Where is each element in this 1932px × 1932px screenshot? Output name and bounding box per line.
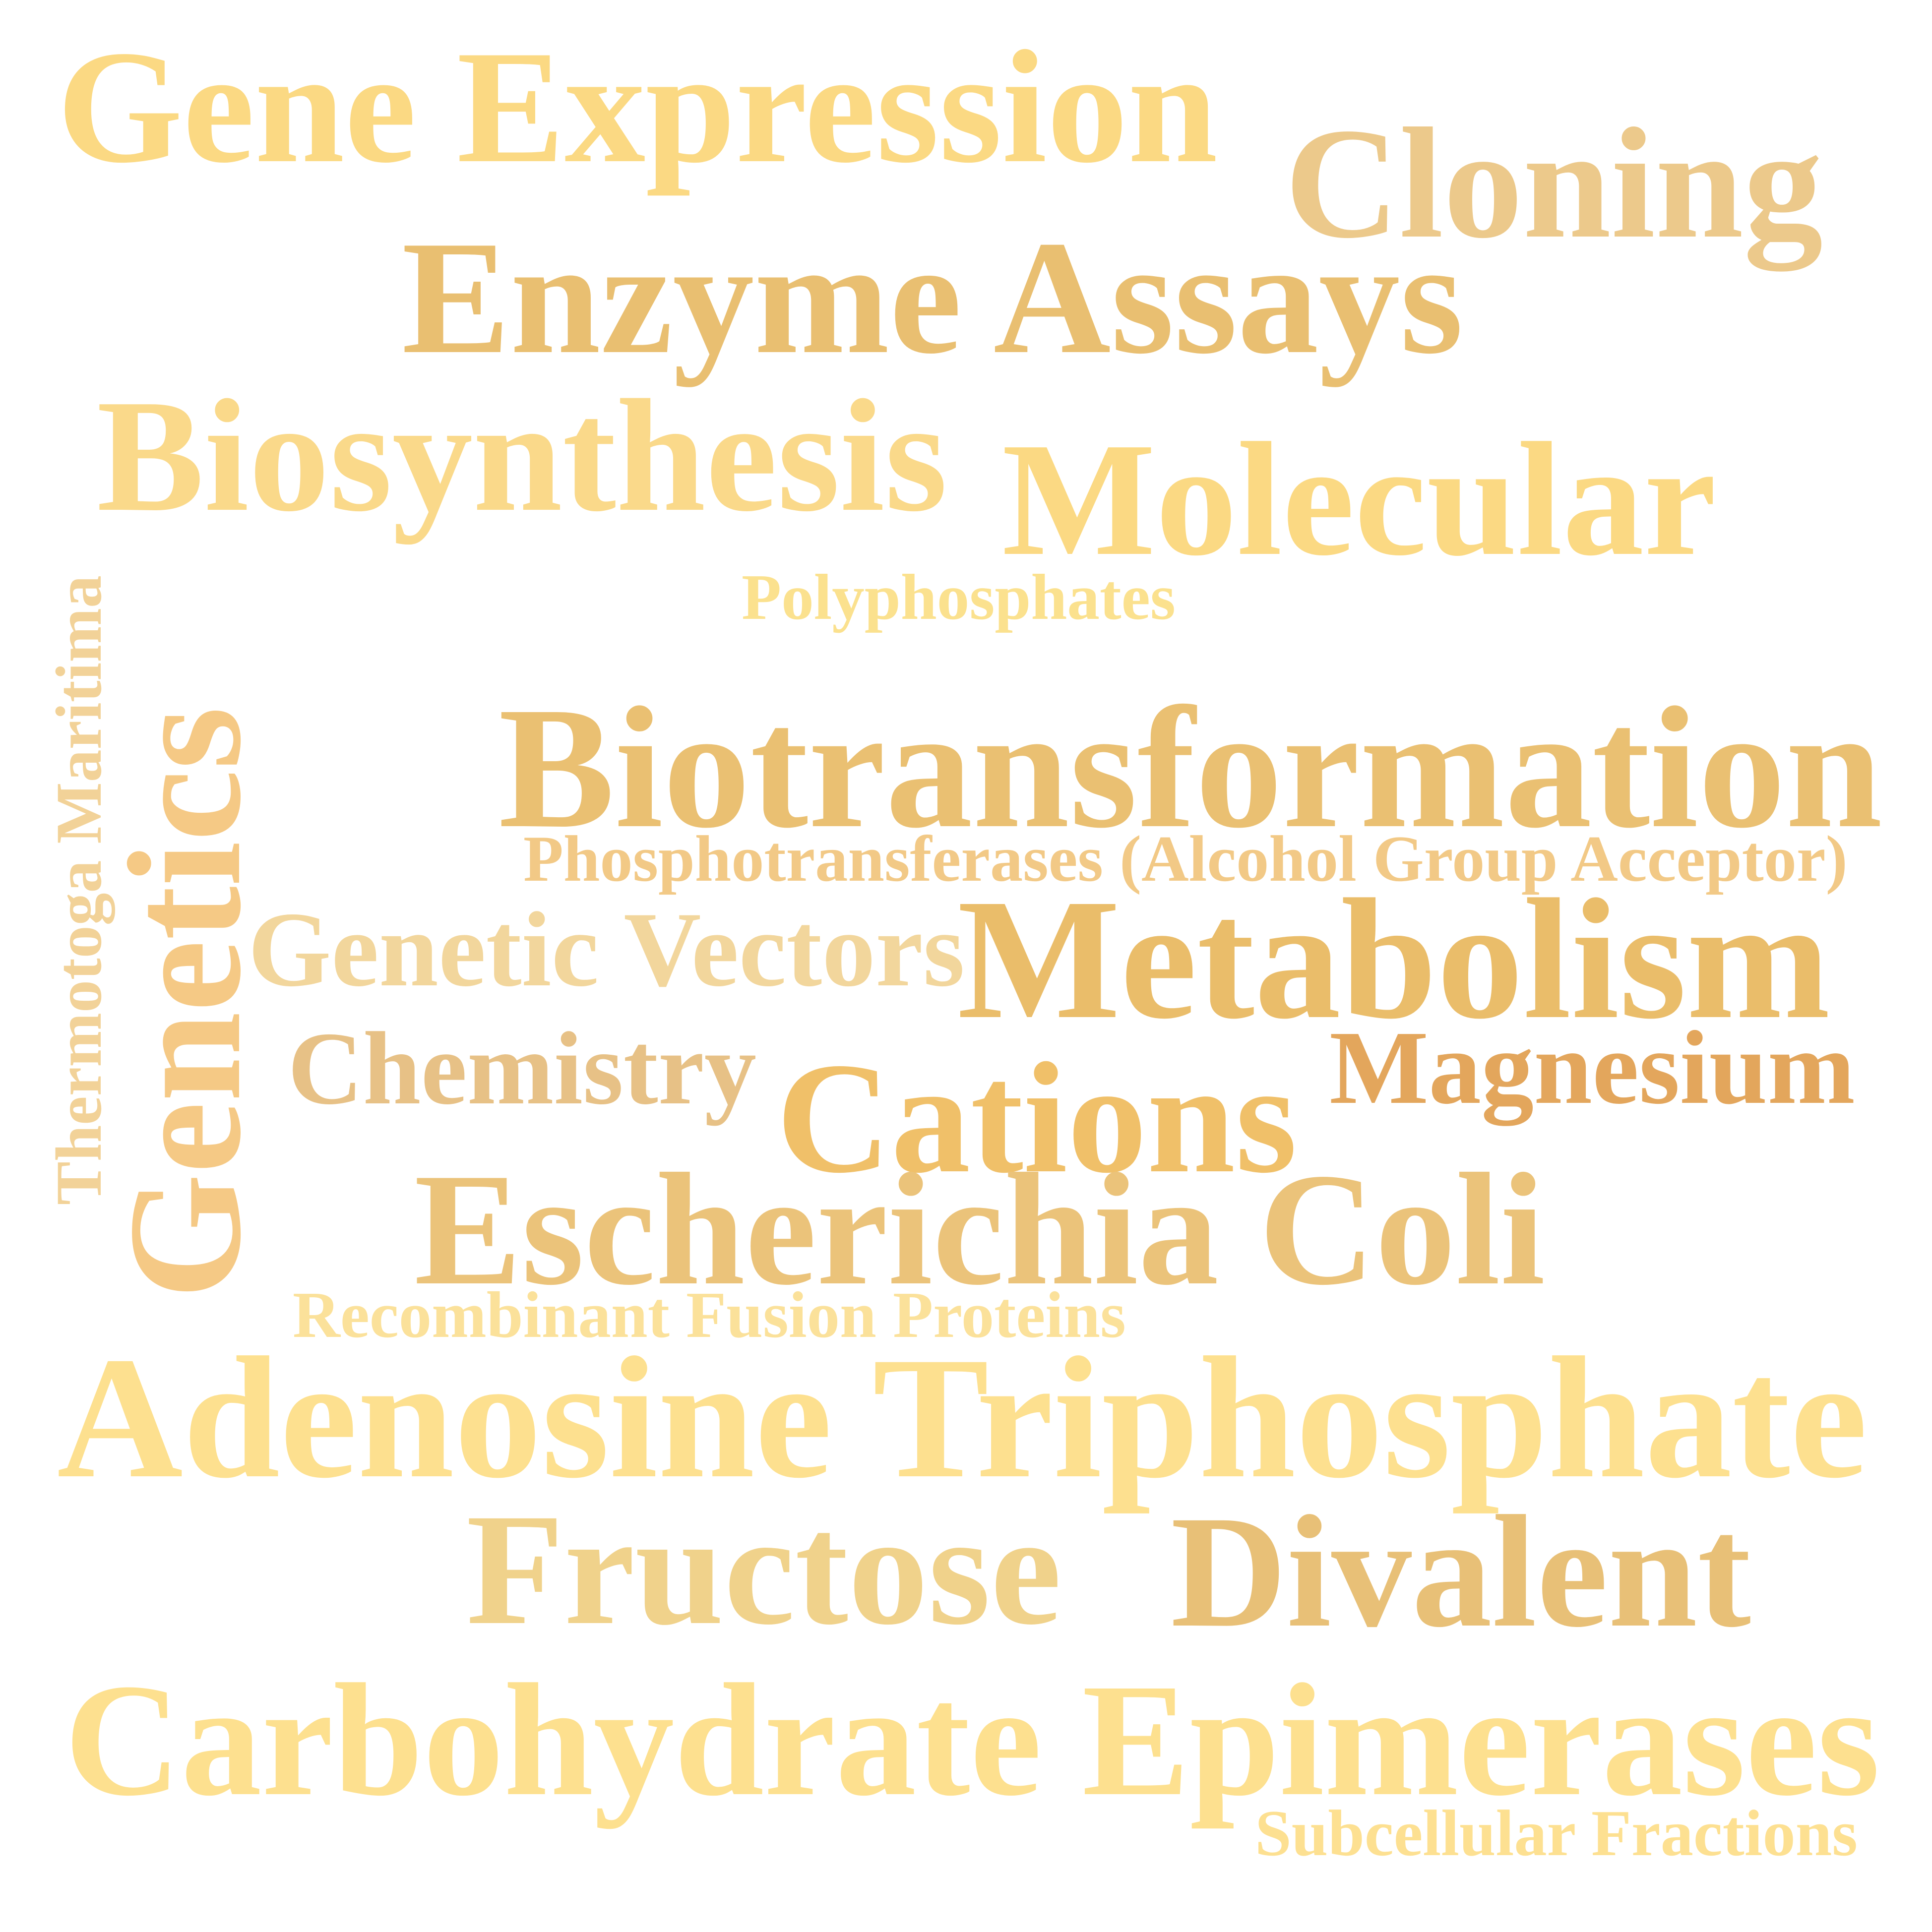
word-genetics: Genetics (95, 707, 275, 1299)
word-chemistry: Chemistry (288, 1011, 756, 1126)
word-carbohydrate-epimerases: Carbohydrate Epimerases (64, 1651, 1880, 1830)
word-fructose: Fructose (466, 1480, 1061, 1658)
word-subcellular-fractions: Subcellular Fractions (1255, 1797, 1858, 1870)
word-cations: Cations (776, 1030, 1297, 1206)
word-magnesium: Magnesium (1329, 1009, 1855, 1126)
word-recombinant-fusion-proteins: Recombinant Fusion Proteins (293, 1278, 1126, 1352)
word-gene-expression: Gene Expression (57, 16, 1218, 196)
word-molecular: Molecular (1002, 409, 1716, 590)
word-enzyme-assays: Enzyme Assays (402, 207, 1463, 388)
word-escherichia-coli: Escherichia Coli (414, 1140, 1545, 1319)
word-biotransformation: Biotransformation (499, 670, 1882, 864)
word-biosynthesis: Biosynthesis (97, 366, 947, 545)
word-polyphosphates: Polyphosphates (742, 561, 1176, 634)
word-cloning: Cloning (1285, 95, 1823, 271)
word-phosphotransferases: Phosphotransferases (Alcohol Group Accep… (523, 822, 1848, 896)
word-metabolism: Metabolism (957, 863, 1830, 1055)
word-genetic-vectors: Genetic Vectors (248, 890, 965, 1009)
word-divalent: Divalent (1171, 1482, 1751, 1661)
word-adenosine-triphosphate: Adenosine Triphosphate (57, 1322, 1868, 1515)
